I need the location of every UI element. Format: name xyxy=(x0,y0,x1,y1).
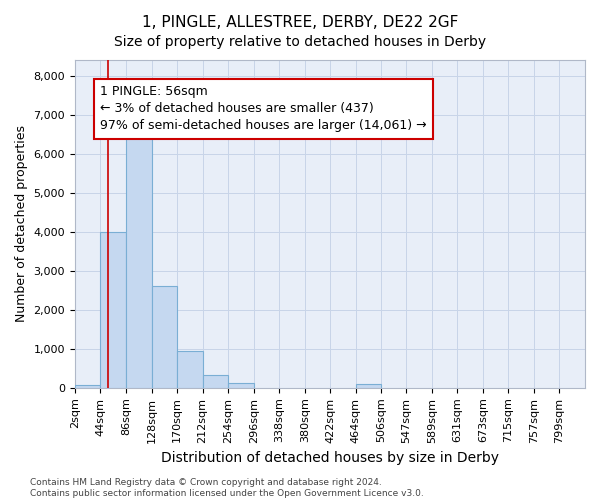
Text: 1, PINGLE, ALLESTREE, DERBY, DE22 2GF: 1, PINGLE, ALLESTREE, DERBY, DE22 2GF xyxy=(142,15,458,30)
Text: Contains HM Land Registry data © Crown copyright and database right 2024.
Contai: Contains HM Land Registry data © Crown c… xyxy=(30,478,424,498)
X-axis label: Distribution of detached houses by size in Derby: Distribution of detached houses by size … xyxy=(161,451,499,465)
Bar xyxy=(75,386,100,388)
Bar xyxy=(100,232,126,388)
Bar xyxy=(126,130,152,388)
Bar xyxy=(177,350,203,388)
Text: 1 PINGLE: 56sqm
← 3% of detached houses are smaller (437)
97% of semi-detached h: 1 PINGLE: 56sqm ← 3% of detached houses … xyxy=(100,86,427,132)
Y-axis label: Number of detached properties: Number of detached properties xyxy=(15,126,28,322)
Bar xyxy=(152,286,177,388)
Text: Size of property relative to detached houses in Derby: Size of property relative to detached ho… xyxy=(114,35,486,49)
Bar xyxy=(228,382,254,388)
Bar xyxy=(203,375,228,388)
Bar xyxy=(356,384,382,388)
